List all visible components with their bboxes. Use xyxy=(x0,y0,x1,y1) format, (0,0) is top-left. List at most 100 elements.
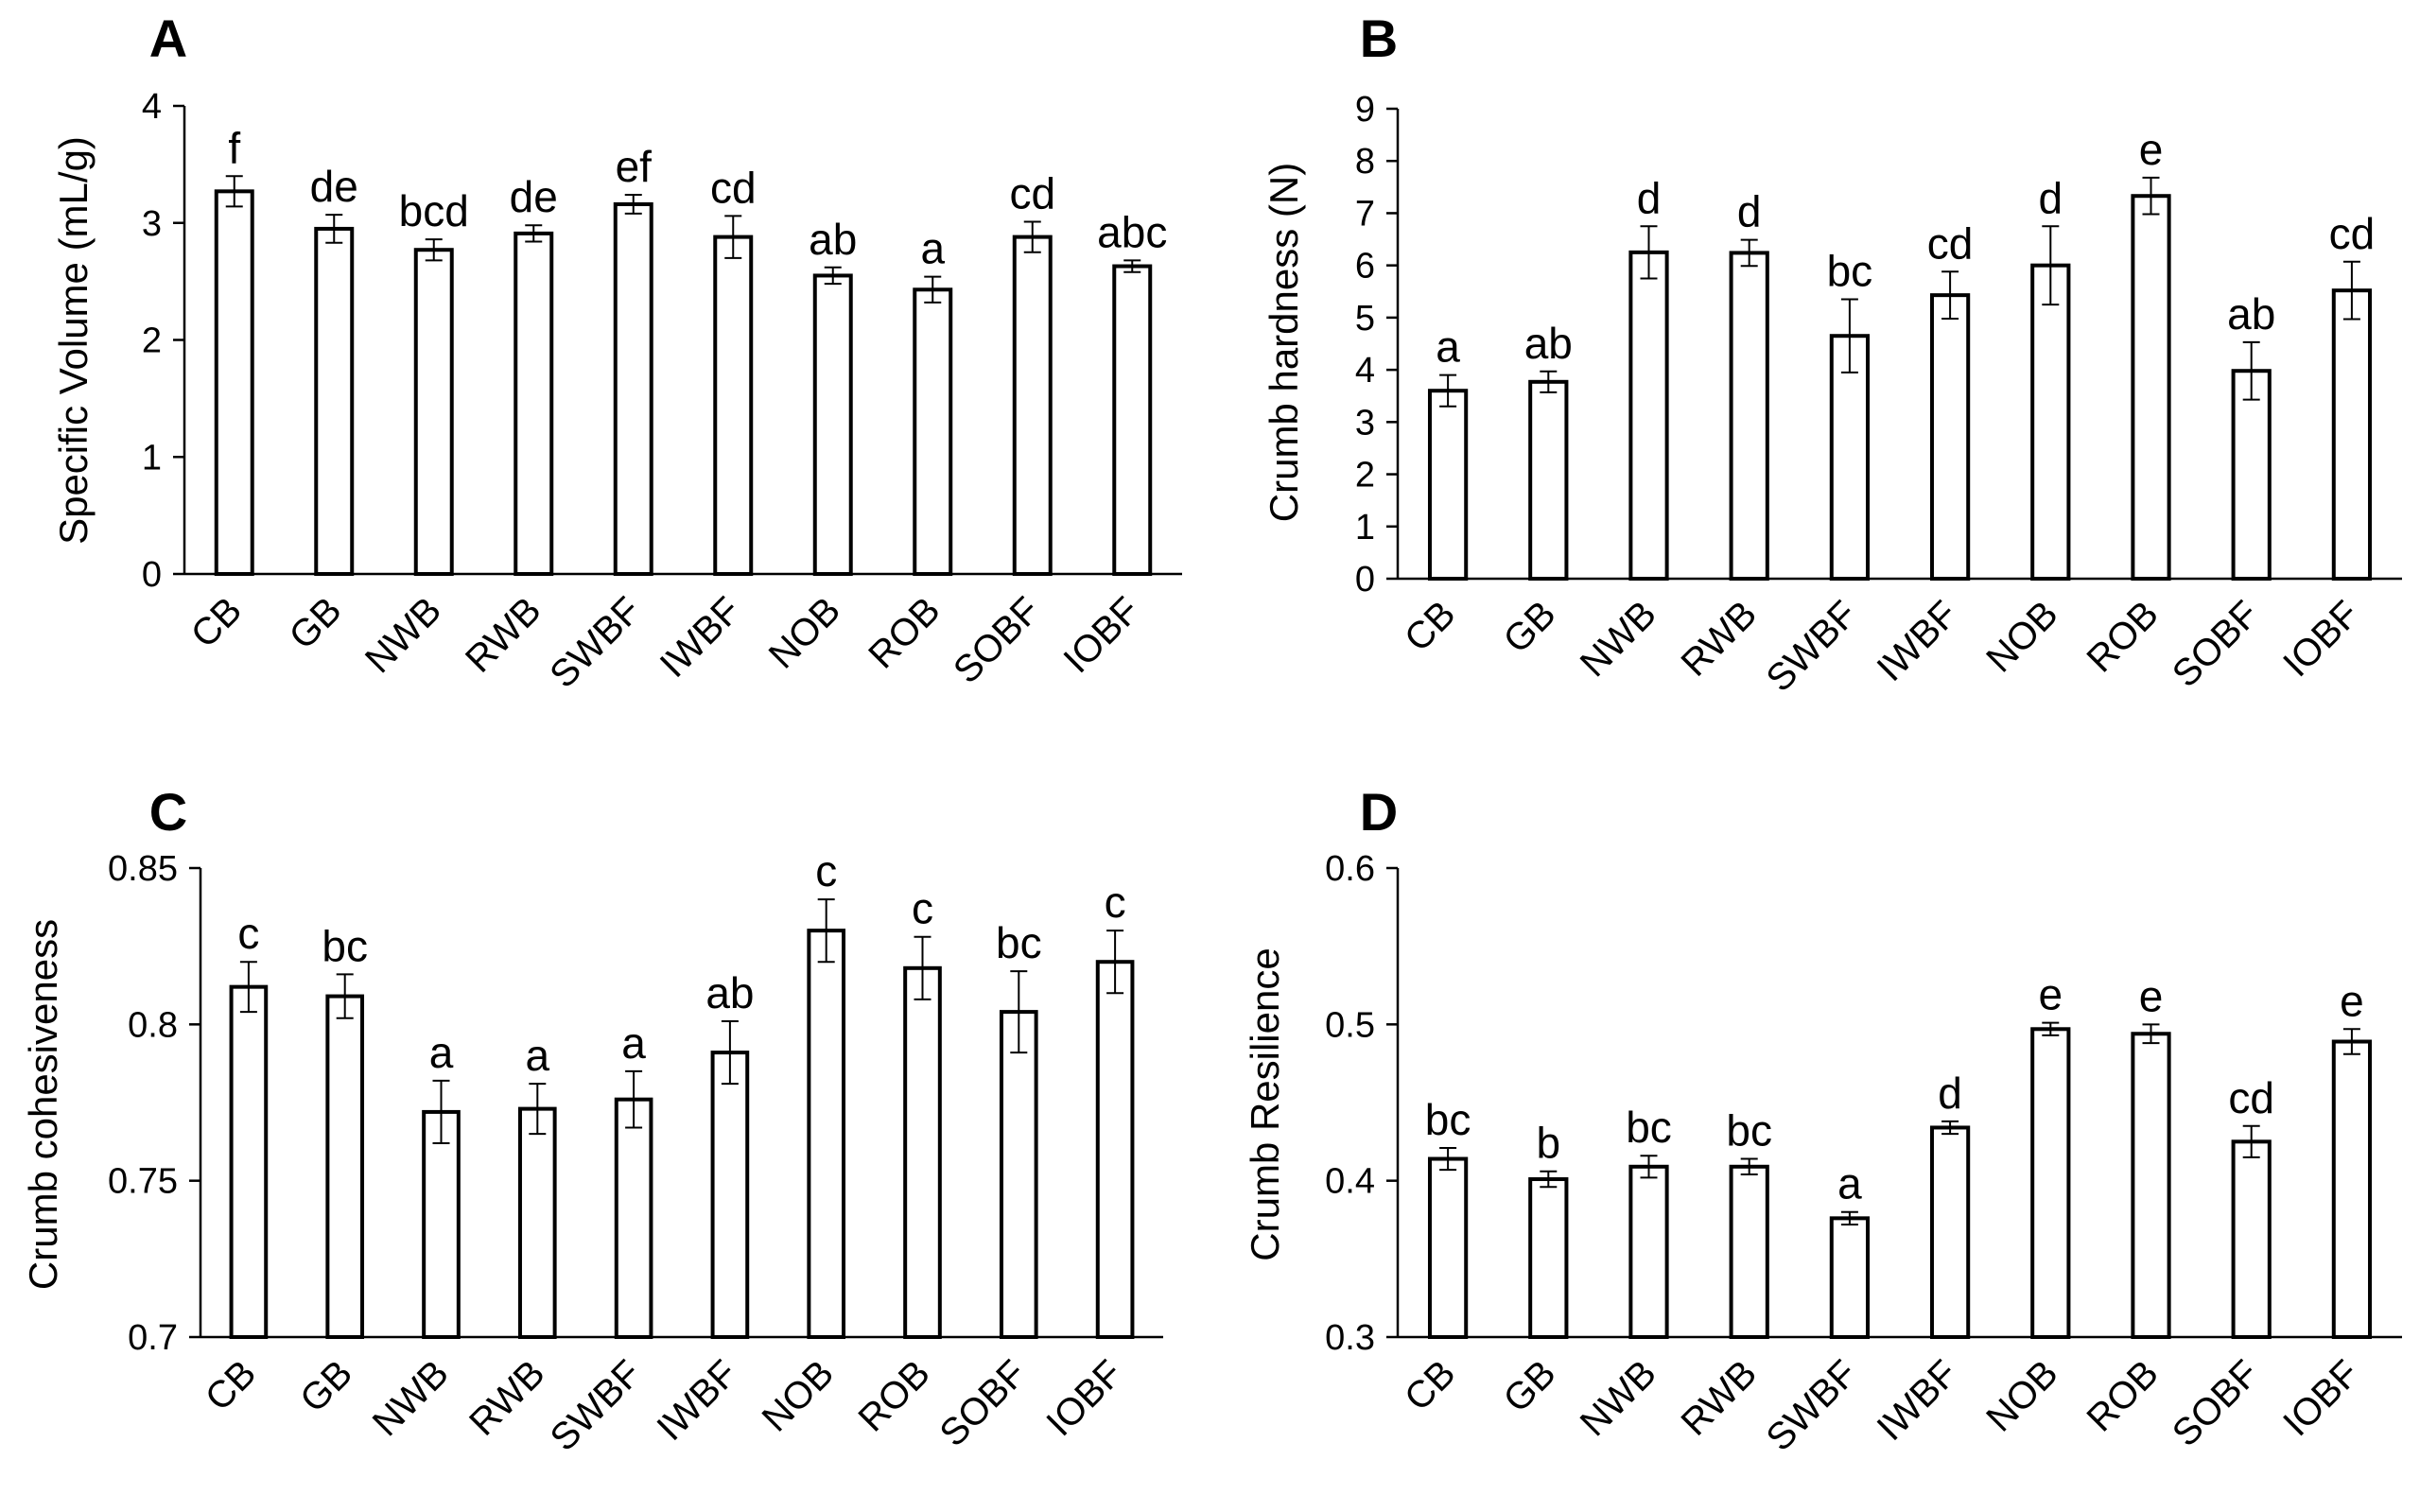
panel-c-bar-gb xyxy=(325,994,365,1340)
panel-b-error-bar-nwb xyxy=(1640,225,1658,280)
panel-b-significance-swbf: bc xyxy=(1827,247,1873,296)
panel-a-bar-nwb xyxy=(413,248,454,576)
panel-a-significance-gb: de xyxy=(310,162,358,211)
panel-b-error-bar-iwbf xyxy=(1941,270,1959,320)
panel-d-significance-rwb: bc xyxy=(1726,1106,1772,1156)
panel-d-significance-gb: b xyxy=(1537,1119,1561,1168)
panel-c-letter: C xyxy=(149,782,187,842)
panel-c-bar-iobf xyxy=(1095,960,1135,1339)
panel-c-error-bar-swbf xyxy=(625,1069,643,1129)
panel-d-bar-rwb xyxy=(1729,1164,1769,1339)
panel-a-error-bar-gb xyxy=(325,214,343,244)
panel-c-significance-iwbf: ab xyxy=(705,968,754,1017)
panel-b-y-tick-label: 9 xyxy=(1355,90,1375,130)
panel-a-error-bar-cb xyxy=(225,175,243,208)
panel-c-significance-sobf: bc xyxy=(996,918,1042,967)
panel-a-error-bar-rwb xyxy=(525,224,543,243)
panel-a-error-bar-nob xyxy=(824,266,842,286)
panel-c-y-tick-label: 0.8 xyxy=(128,1005,178,1045)
panel-b-error-bar-gb xyxy=(1540,370,1558,393)
panel-c-significance-nwb: a xyxy=(429,1028,454,1077)
panel-a-error-bar-iobf xyxy=(1123,259,1141,273)
panel-c-bar-rob xyxy=(903,965,942,1340)
panel-c-significance-iobf: c xyxy=(1105,878,1126,927)
panel-d-bar-gb xyxy=(1528,1177,1569,1339)
panel-b-significance-rwb: d xyxy=(1737,187,1762,236)
panel-b-y-tick-label: 3 xyxy=(1355,403,1375,443)
panel-a-bar-rwb xyxy=(514,231,554,576)
panel-d-error-bar-nob xyxy=(2042,1021,2060,1036)
panel-b-significance-iwbf: cd xyxy=(1927,218,1974,268)
panel-b-significance-iobf: cd xyxy=(2329,209,2376,258)
panel-c-bar-sobf xyxy=(999,1010,1038,1340)
panel-c-error-bar-rwb xyxy=(529,1083,547,1136)
panel-b-bar-cb xyxy=(1427,389,1469,582)
panel-b-y-tick-label: 4 xyxy=(1355,351,1375,391)
panel-d-bar-nob xyxy=(2030,1027,2071,1339)
panel-c-bar-swbf xyxy=(614,1097,653,1340)
panel-d-letter: D xyxy=(1360,782,1398,842)
panel-d-bar-rob xyxy=(2131,1032,2171,1339)
panel-d-y-tick-label: 0.3 xyxy=(1325,1318,1375,1358)
panel-a-significance-sobf: cd xyxy=(1009,169,1055,218)
panel-a-significance-nwb: bcd xyxy=(399,186,469,235)
panel-b-bar-iobf xyxy=(2331,288,2373,581)
panel-d-error-bar-gb xyxy=(1540,1170,1558,1189)
panel-d-significance-iobf: e xyxy=(2340,976,2364,1025)
panel-c-error-bar-nob xyxy=(817,898,835,964)
panel-a-y-tick-label: 1 xyxy=(142,438,162,478)
panel-c-error-bar-iwbf xyxy=(721,1020,739,1086)
panel-a-significance-rwb: de xyxy=(510,172,558,221)
panel-b-bar-swbf xyxy=(1829,334,1871,581)
panel-b-bar-iwbf xyxy=(1929,293,1971,581)
panel-a-letter: A xyxy=(149,9,187,68)
panel-b-y-tick-label: 2 xyxy=(1355,456,1375,495)
panel-a-significance-iwbf: cd xyxy=(710,163,757,212)
panel-a-y-tick-label: 4 xyxy=(142,87,162,127)
panel-c-bar-iwbf xyxy=(710,1051,750,1340)
panel-d-error-bar-iwbf xyxy=(1941,1120,1959,1136)
panel-d-bar-swbf xyxy=(1829,1216,1871,1340)
panel-d-significance-swbf: a xyxy=(1837,1159,1862,1208)
panel-d-error-bar-rwb xyxy=(1740,1157,1758,1176)
panel-c-bar-nob xyxy=(807,929,846,1340)
panel-a-significance-rob: a xyxy=(920,224,945,273)
panel-d-bar-iwbf xyxy=(1929,1125,1971,1340)
panel-d-y-tick-label: 0.6 xyxy=(1325,849,1375,889)
panel-d-y-tick-label: 0.4 xyxy=(1325,1162,1375,1202)
panel-d-significance-iwbf: d xyxy=(1938,1069,1962,1118)
panel-b-bar-rwb xyxy=(1729,251,1769,581)
panel-a-bar-nob xyxy=(812,273,853,576)
panel-b-bar-rob xyxy=(2131,194,2171,582)
panel-a-bar-iwbf xyxy=(713,235,754,576)
panel-a-y-axis-title: Specific Volume (mL/g) xyxy=(51,136,96,545)
panel-a-significance-iobf: abc xyxy=(1097,207,1167,256)
panel-c-error-bar-sobf xyxy=(1010,970,1028,1054)
panel-a-error-bar-rob xyxy=(924,275,942,304)
panel-b-y-tick-label: 0 xyxy=(1355,560,1375,600)
panel-c-error-bar-nwb xyxy=(432,1079,450,1144)
panel-d-error-bar-nwb xyxy=(1640,1155,1658,1179)
panel-b-significance-cb: a xyxy=(1436,322,1460,372)
panel-c-significance-gb: bc xyxy=(322,921,368,970)
panel-c-error-bar-rob xyxy=(914,935,931,1000)
panel-c-y-tick-label: 0.7 xyxy=(128,1318,178,1358)
panel-a-error-bar-nwb xyxy=(425,238,443,262)
panel-b-y-tick-label: 6 xyxy=(1355,247,1375,287)
panel-c-error-bar-cb xyxy=(239,961,257,1014)
panel-a-bar-rob xyxy=(913,287,953,576)
panel-b-y-tick-label: 1 xyxy=(1355,508,1375,547)
panel-a-bar-swbf xyxy=(613,201,653,576)
panel-d-error-bar-swbf xyxy=(1840,1210,1858,1225)
panel-b-y-tick-label: 7 xyxy=(1355,194,1375,234)
panel-a-y-tick-label: 3 xyxy=(142,204,162,244)
panel-b-error-bar-iobf xyxy=(2342,260,2360,321)
panel-c-significance-cb: c xyxy=(237,909,259,958)
panel-d-error-bar-rob xyxy=(2142,1023,2160,1045)
panel-b-bar-gb xyxy=(1528,379,1569,581)
panel-c-bar-nwb xyxy=(422,1109,461,1340)
panel-c-y-tick-label: 0.85 xyxy=(108,849,178,889)
panel-b-significance-nwb: d xyxy=(1637,173,1662,222)
